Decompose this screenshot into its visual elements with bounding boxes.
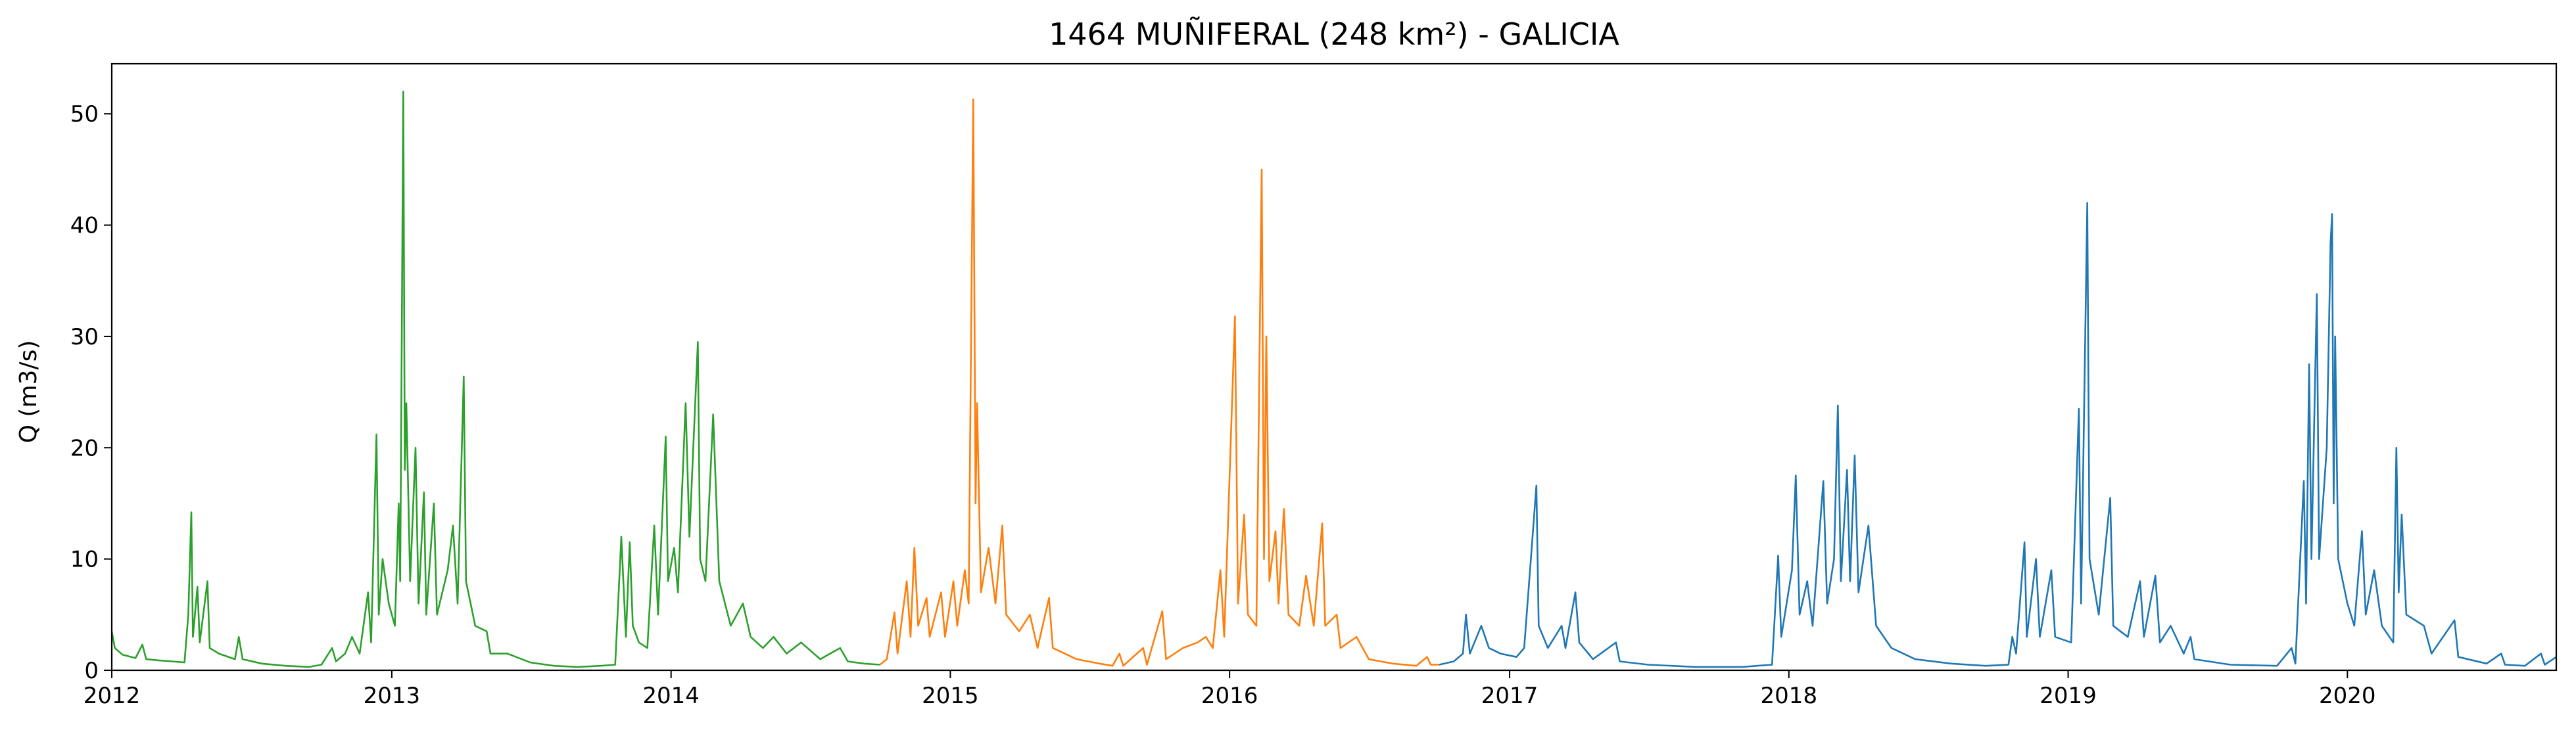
- plot-frame: [110, 62, 2558, 672]
- x-tick-label: 2019: [2039, 683, 2097, 709]
- y-axis-label: Q (m3/s): [15, 340, 42, 444]
- x-tick-label: 2014: [642, 683, 700, 709]
- y-tick-label: 50: [70, 101, 99, 127]
- x-axis: 2012 2013 2014 2015 2016 2017 2018 2019 2020: [83, 670, 2376, 709]
- x-tick-label: 2020: [2319, 683, 2376, 709]
- y-tick-label: 40: [70, 213, 99, 239]
- x-tick-label: 2017: [1481, 683, 1538, 709]
- x-tick-label: 2015: [922, 683, 979, 709]
- y-axis: 0 10 20 30 40 50: [70, 101, 112, 684]
- y-tick-label: 20: [70, 435, 99, 461]
- series-line-1: [110, 91, 880, 668]
- y-tick-label: 10: [70, 547, 99, 573]
- x-tick-label: 2018: [1761, 683, 1818, 709]
- x-tick-label: 2012: [83, 683, 141, 709]
- series-line-2: [879, 98, 1439, 667]
- plot-area: [110, 91, 2557, 668]
- series-line-3: [1439, 202, 2557, 668]
- x-tick-label: 2016: [1201, 683, 1258, 709]
- y-tick-label: 30: [70, 324, 99, 350]
- chart-title: 1464 MUÑIFERAL (248 km²) - GALICIA: [1049, 16, 1619, 52]
- x-tick-label: 2013: [364, 683, 421, 709]
- y-tick-label: 0: [84, 658, 99, 684]
